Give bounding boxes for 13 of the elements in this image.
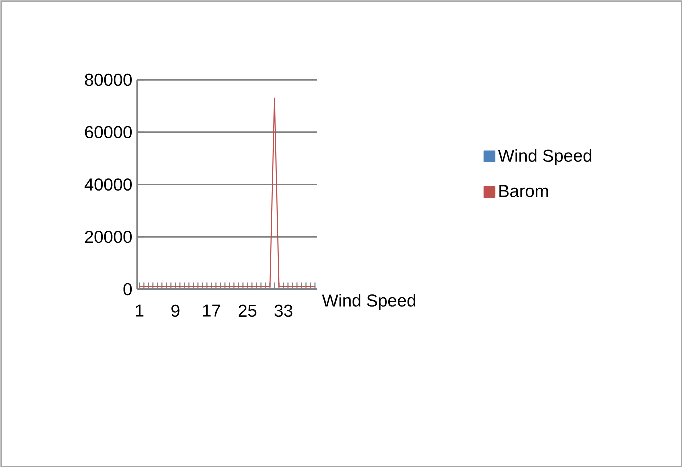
x-tick-label: 9 bbox=[172, 304, 180, 318]
x-tick-label: 17 bbox=[203, 304, 220, 317]
x-tick-label: 33 bbox=[274, 304, 293, 318]
y-tick-label: 40000 bbox=[84, 178, 132, 191]
legend-label: Wind Speed bbox=[498, 149, 592, 166]
y-tick-label: 20000 bbox=[85, 230, 132, 244]
legend-label: Barom bbox=[500, 185, 548, 198]
y-tick-label: 0 bbox=[124, 283, 132, 296]
y-tick-label: 60000 bbox=[85, 126, 132, 138]
x-tick-label: 1 bbox=[136, 304, 144, 317]
y-tick-label: 80000 bbox=[85, 74, 132, 86]
x-tick-label: 25 bbox=[238, 304, 257, 318]
x-axis-title: Wind Speed bbox=[322, 294, 416, 310]
